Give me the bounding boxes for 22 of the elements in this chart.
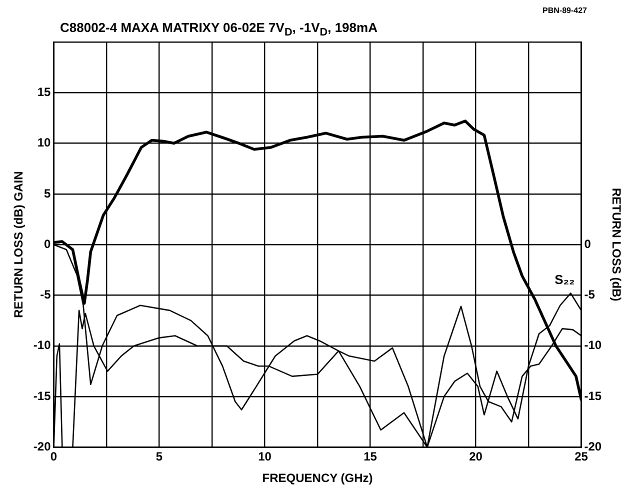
series-label: S₂₂ — [554, 272, 576, 288]
text: PBN-89-427 — [542, 6, 587, 15]
x-axis-title: FREQUENCY (GHz) — [262, 471, 373, 486]
y2-tick-label: -5 — [584, 288, 596, 302]
x-tick-label: 10 — [258, 450, 272, 464]
y-tick-label: 15 — [37, 84, 52, 99]
x-tick-label: 5 — [156, 450, 163, 464]
y-tick-label: -10 — [33, 338, 52, 352]
x-tick-label: 15 — [364, 450, 378, 464]
x-tick-label: 20 — [469, 450, 483, 464]
y2-tick-label: -10 — [584, 338, 602, 352]
y-tick-label: -15 — [33, 388, 52, 403]
y2-tick-label: 0 — [584, 236, 592, 251]
y-tick-label: -5 — [40, 288, 52, 302]
chart-title: C88002-4 MAXA MATRIXY 06-02E 7V$_{D}$, -1V$_{D}$, 198mA — [60, 20, 378, 39]
y-tick-label: 5 — [44, 186, 52, 200]
y-axis-title: RETURN LOSS (dB) GAIN — [12, 171, 26, 318]
y2-axis-title: RETURN LOSS (dB) — [609, 188, 624, 302]
y2-tick-label: -15 — [584, 388, 602, 403]
y-tick-label: 0 — [44, 236, 52, 251]
y-tick-label: -20 — [33, 440, 52, 454]
y-tick-label: 10 — [37, 136, 52, 150]
